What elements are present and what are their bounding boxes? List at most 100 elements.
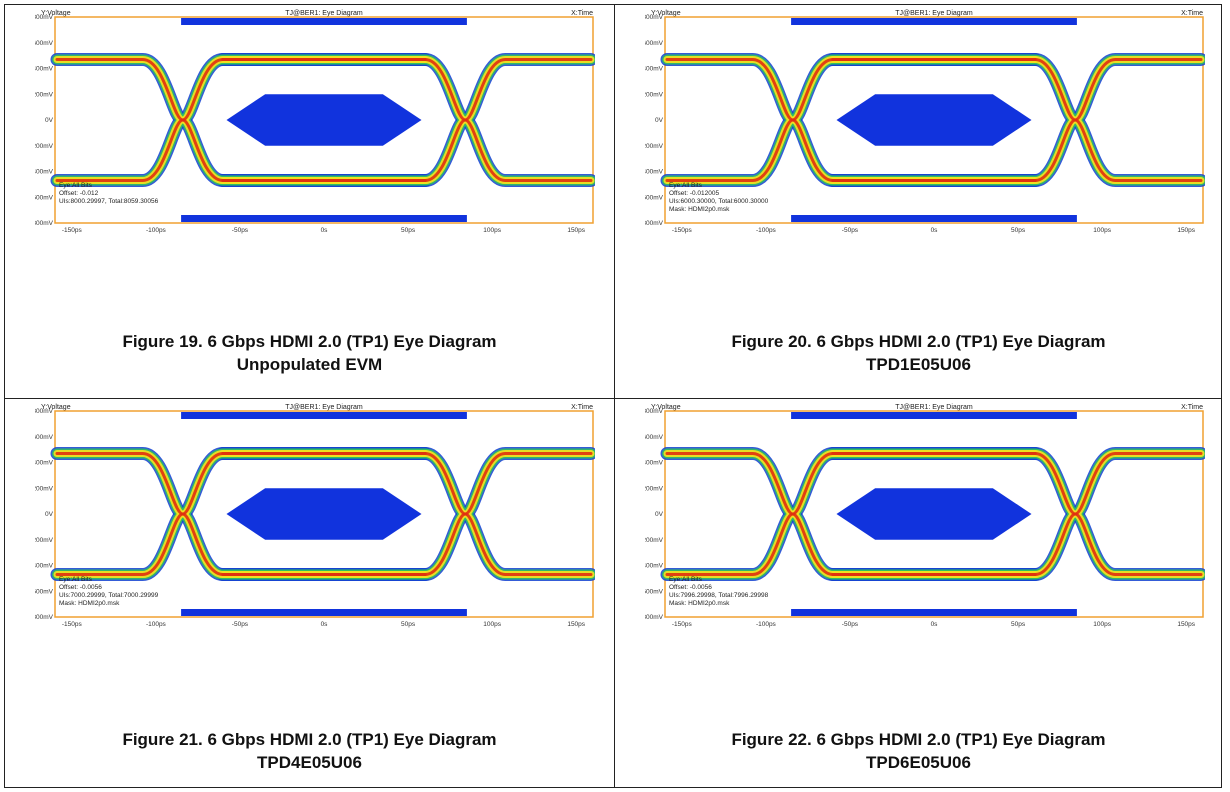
eye-info-line: Offset: -0.012005 — [669, 190, 719, 197]
y-tick-label: 800mV — [645, 14, 664, 21]
y-tick-label: -800mV — [645, 614, 664, 621]
grid-vertical-divider — [614, 5, 615, 787]
y-tick-label: 0V — [655, 117, 664, 124]
plot-header-center: TJ@BER1: Eye Diagram — [285, 10, 363, 17]
mask-top-bar — [791, 412, 1077, 419]
eye-diagram-svg: Y:Voltage TJ@BER1: Eye Diagram X:Time 800mV… — [35, 10, 595, 234]
y-tick-label: -200mV — [645, 143, 664, 150]
eye-info-line: Eye:All Bits — [59, 576, 93, 583]
mask-bottom-bar — [181, 215, 467, 222]
x-tick-label: 150ps — [567, 621, 585, 628]
y-tick-label: 800mV — [35, 408, 54, 415]
y-tick-label: 0V — [45, 117, 54, 124]
plot-header-left: Y:Voltage — [41, 10, 71, 17]
y-tick-label: -800mV — [35, 220, 54, 227]
x-tick-label: 100ps — [483, 621, 501, 628]
figure-cell: Y:Voltage TJ@BER1: Eye Diagram X:Time 800mV… — [615, 399, 1222, 789]
eye-info-line: UIs:7000.29999, Total:7000.29999 — [59, 592, 159, 599]
x-tick-label: -150ps — [672, 621, 693, 628]
y-tick-label: 800mV — [35, 14, 54, 21]
y-tick-label: 0V — [45, 511, 54, 518]
x-tick-label: -150ps — [62, 227, 83, 234]
eye-traces — [660, 446, 1205, 582]
y-tick-label: -600mV — [35, 588, 54, 595]
y-tick-label: -200mV — [645, 537, 664, 544]
mask-bottom-bar — [181, 609, 467, 616]
mask-top-bar — [181, 18, 467, 25]
y-tick-label: -600mV — [645, 194, 664, 201]
mask-top-bar — [791, 18, 1077, 25]
x-tick-label: -50ps — [232, 227, 249, 234]
y-tick-label: 600mV — [645, 434, 664, 441]
eye-diagram-plot: Y:Voltage TJ@BER1: Eye Diagram X:Time 800mV… — [35, 9, 595, 235]
y-tick-label: -200mV — [35, 537, 54, 544]
figure-caption-title: Figure 19. 6 Gbps HDMI 2.0 (TP1) Eye Dia… — [122, 332, 497, 351]
plot-header-left: Y:Voltage — [41, 404, 71, 411]
x-tick-label: -150ps — [62, 621, 83, 628]
x-tick-label: -100ps — [146, 621, 167, 628]
x-tick-label: 50ps — [1011, 621, 1026, 628]
figure-caption-subtitle: TPD1E05U06 — [866, 355, 971, 374]
x-tick-label: -50ps — [842, 227, 859, 234]
eye-diagram-svg: Y:Voltage TJ@BER1: Eye Diagram X:Time 800mV… — [645, 10, 1205, 234]
y-tick-label: 400mV — [35, 66, 54, 73]
x-tick-label: 150ps — [567, 227, 585, 234]
mask-hexagon — [226, 94, 422, 146]
y-tick-label: -400mV — [645, 563, 664, 570]
eye-info-line: Mask: HDMI2p0.msk — [669, 206, 730, 213]
y-tick-label: -400mV — [35, 169, 54, 176]
plot-header-center: TJ@BER1: Eye Diagram — [895, 404, 973, 411]
y-tick-label: 600mV — [35, 434, 54, 441]
y-tick-label: -200mV — [35, 143, 54, 150]
x-tick-label: -150ps — [672, 227, 693, 234]
x-tick-label: 0s — [931, 227, 939, 234]
x-tick-label: 150ps — [1177, 227, 1195, 234]
grid-horizontal-divider — [5, 398, 1221, 399]
y-tick-label: -600mV — [645, 588, 664, 595]
y-tick-label: 400mV — [35, 460, 54, 467]
eye-diagram-plot: Y:Voltage TJ@BER1: Eye Diagram X:Time 800mV… — [35, 403, 595, 629]
figure-caption-title: Figure 21. 6 Gbps HDMI 2.0 (TP1) Eye Dia… — [122, 730, 497, 749]
plot-header-center: TJ@BER1: Eye Diagram — [285, 404, 363, 411]
mask-top-bar — [181, 412, 467, 419]
y-tick-label: 400mV — [645, 460, 664, 467]
x-tick-label: 100ps — [1093, 621, 1111, 628]
x-tick-label: 0s — [321, 621, 329, 628]
x-tick-label: 0s — [321, 227, 329, 234]
eye-info-line: Eye:All Bits — [669, 182, 703, 189]
x-tick-label: -100ps — [756, 621, 777, 628]
figure-cell: Y:Voltage TJ@BER1: Eye Diagram X:Time 800mV… — [615, 5, 1222, 398]
figure-cell: Y:Voltage TJ@BER1: Eye Diagram X:Time 800mV… — [5, 399, 614, 789]
mask-bottom-bar — [791, 609, 1077, 616]
eye-diagram-svg: Y:Voltage TJ@BER1: Eye Diagram X:Time 800mV… — [35, 404, 595, 628]
y-tick-label: 200mV — [35, 485, 54, 492]
figure-caption-title: Figure 20. 6 Gbps HDMI 2.0 (TP1) Eye Dia… — [731, 332, 1106, 351]
y-tick-label: -600mV — [35, 194, 54, 201]
eye-info-line: Eye:All Bits — [669, 576, 703, 583]
x-tick-label: 0s — [931, 621, 939, 628]
x-tick-label: -100ps — [146, 227, 167, 234]
y-tick-label: 600mV — [645, 40, 664, 47]
mask-hexagon — [226, 488, 422, 540]
x-tick-label: -50ps — [232, 621, 249, 628]
x-tick-label: 50ps — [401, 227, 416, 234]
plot-header-right: X:Time — [1181, 10, 1203, 17]
eye-info-line: UIs:8000.29997, Total:8059.30056 — [59, 198, 159, 205]
eye-diagram-plot: Y:Voltage TJ@BER1: Eye Diagram X:Time 800mV… — [645, 403, 1205, 629]
mask-hexagon — [836, 94, 1032, 146]
x-tick-label: 50ps — [401, 621, 416, 628]
plot-header-left: Y:Voltage — [651, 10, 681, 17]
y-tick-label: 400mV — [645, 66, 664, 73]
eye-info-line: UIs:7996.29998, Total:7996.29998 — [669, 592, 769, 599]
figure-cell: Y:Voltage TJ@BER1: Eye Diagram X:Time 800mV… — [5, 5, 614, 398]
eye-info-line: Offset: -0.0056 — [59, 584, 102, 591]
eye-diagram-svg: Y:Voltage TJ@BER1: Eye Diagram X:Time 800mV… — [645, 404, 1205, 628]
eye-traces — [660, 52, 1205, 188]
eye-info-line: Eye:All Bits — [59, 182, 93, 189]
y-tick-label: -400mV — [645, 169, 664, 176]
y-tick-label: 200mV — [35, 91, 54, 98]
mask-bottom-bar — [791, 215, 1077, 222]
y-tick-label: 800mV — [645, 408, 664, 415]
figure-caption-subtitle: TPD6E05U06 — [866, 753, 971, 772]
eye-info-line: Offset: -0.0056 — [669, 584, 712, 591]
